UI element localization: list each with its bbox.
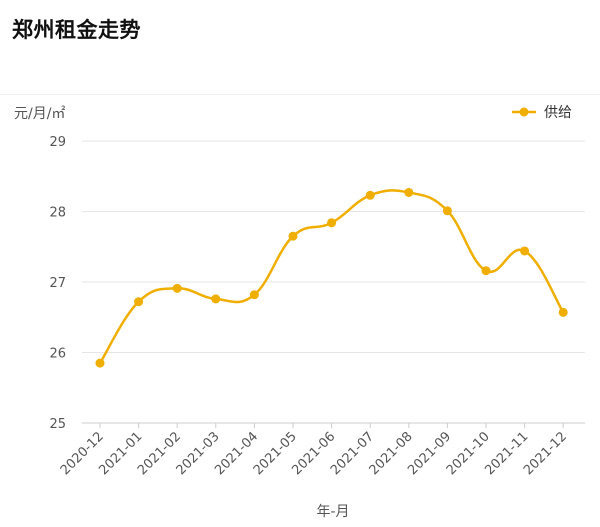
data-point[interactable] — [520, 246, 530, 256]
data-point[interactable] — [172, 283, 182, 293]
header-divider — [0, 94, 600, 95]
x-axis-label: 年-月 — [316, 504, 349, 520]
data-point[interactable] — [134, 297, 144, 307]
y-tick-label: 27 — [49, 276, 66, 291]
y-axis-label: 元/月/㎡ — [14, 106, 65, 122]
series-layer — [95, 187, 568, 368]
grid-lines — [82, 140, 585, 424]
data-point[interactable] — [211, 294, 221, 304]
y-tick-label: 25 — [49, 417, 66, 432]
data-point[interactable] — [288, 231, 298, 241]
data-point[interactable] — [249, 290, 259, 300]
data-point[interactable] — [442, 206, 452, 216]
x-tick-label: 2021-12 — [521, 429, 570, 478]
legend-marker-icon — [519, 107, 529, 117]
y-tick-label: 26 — [49, 347, 66, 362]
legend[interactable]: 供给 — [512, 105, 572, 121]
data-point[interactable] — [365, 190, 375, 200]
y-tick-label: 28 — [49, 206, 66, 221]
data-point[interactable] — [481, 266, 491, 276]
data-point[interactable] — [404, 187, 414, 197]
y-axis-ticks: 25 26 27 28 29 — [49, 135, 66, 432]
data-point[interactable] — [95, 358, 105, 368]
page-title: 郑州租金走势 — [12, 18, 141, 42]
data-point[interactable] — [327, 218, 337, 228]
series-line — [98, 189, 565, 365]
y-tick-label: 29 — [49, 135, 66, 150]
data-point[interactable] — [558, 307, 568, 317]
x-axis: 2020-122021-012021-022021-032021-042021-… — [58, 423, 570, 478]
legend-label: 供给 — [544, 105, 572, 121]
